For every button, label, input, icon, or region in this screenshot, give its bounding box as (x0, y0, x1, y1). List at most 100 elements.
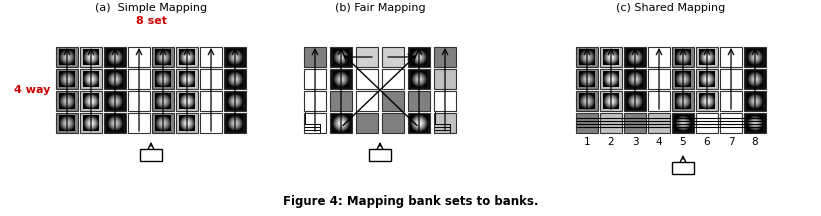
Bar (329, 113, 352, 133)
Bar (177, 91, 198, 111)
Bar (721, 47, 741, 67)
Bar (649, 113, 670, 133)
Bar (721, 69, 741, 89)
Bar (407, 113, 430, 133)
Bar (355, 69, 378, 89)
Bar (369, 149, 391, 161)
Bar (224, 113, 245, 133)
Text: 8 set: 8 set (135, 16, 167, 26)
Bar (721, 113, 741, 133)
Bar (576, 47, 598, 67)
Bar (407, 91, 430, 111)
Bar (57, 69, 77, 89)
Bar (600, 47, 621, 67)
Bar (696, 113, 718, 133)
Bar (696, 91, 718, 111)
Bar (672, 69, 694, 89)
Bar (625, 47, 645, 67)
Bar (433, 69, 456, 89)
Bar (649, 69, 670, 89)
Bar (140, 149, 162, 161)
Bar (104, 47, 126, 67)
Bar (153, 113, 173, 133)
Bar (224, 91, 245, 111)
Bar (672, 91, 694, 111)
Bar (304, 47, 327, 67)
Text: 3: 3 (631, 137, 638, 147)
Bar (382, 91, 405, 111)
Bar (80, 113, 102, 133)
Bar (177, 69, 198, 89)
Bar (382, 113, 405, 133)
Bar (128, 69, 149, 89)
Bar (128, 47, 149, 67)
Bar (200, 69, 222, 89)
Bar (104, 113, 126, 133)
Text: 5: 5 (680, 137, 686, 147)
Bar (224, 47, 245, 67)
Bar (200, 113, 222, 133)
Bar (80, 91, 102, 111)
Bar (600, 69, 621, 89)
Text: 4: 4 (656, 137, 663, 147)
Bar (745, 113, 765, 133)
Text: (b) Fair Mapping: (b) Fair Mapping (335, 3, 425, 13)
Bar (649, 91, 670, 111)
Text: Figure 4: Mapping bank sets to banks.: Figure 4: Mapping bank sets to banks. (283, 195, 539, 208)
Bar (649, 47, 670, 67)
Text: 1: 1 (584, 137, 590, 147)
Bar (355, 47, 378, 67)
Bar (329, 47, 352, 67)
Bar (104, 69, 126, 89)
Bar (600, 91, 621, 111)
Bar (672, 162, 694, 174)
Bar (304, 91, 327, 111)
Text: 2: 2 (608, 137, 614, 147)
Bar (625, 69, 645, 89)
Bar (576, 113, 598, 133)
Bar (200, 91, 222, 111)
Text: 8: 8 (752, 137, 759, 147)
Bar (721, 91, 741, 111)
Text: 6: 6 (704, 137, 710, 147)
Bar (57, 113, 77, 133)
Bar (382, 69, 405, 89)
Bar (104, 91, 126, 111)
Bar (80, 69, 102, 89)
Bar (696, 47, 718, 67)
Bar (433, 113, 456, 133)
Bar (433, 47, 456, 67)
Bar (153, 91, 173, 111)
Bar (576, 69, 598, 89)
Bar (329, 69, 352, 89)
Bar (200, 47, 222, 67)
Bar (177, 113, 198, 133)
Bar (600, 113, 621, 133)
Bar (407, 69, 430, 89)
Text: (a)  Simple Mapping: (a) Simple Mapping (95, 3, 207, 13)
Bar (696, 69, 718, 89)
Bar (382, 47, 405, 67)
Bar (153, 69, 173, 89)
Bar (153, 47, 173, 67)
Bar (80, 47, 102, 67)
Bar (304, 69, 327, 89)
Bar (625, 113, 645, 133)
Bar (329, 91, 352, 111)
Bar (177, 47, 198, 67)
Bar (576, 91, 598, 111)
Bar (745, 69, 765, 89)
Bar (672, 47, 694, 67)
Bar (57, 47, 77, 67)
Bar (625, 91, 645, 111)
Bar (672, 113, 694, 133)
Text: 7: 7 (727, 137, 734, 147)
Bar (304, 113, 327, 133)
Bar (355, 113, 378, 133)
Bar (407, 47, 430, 67)
Text: 4 way: 4 way (14, 85, 50, 95)
Bar (224, 69, 245, 89)
Bar (745, 91, 765, 111)
Bar (128, 91, 149, 111)
Bar (355, 91, 378, 111)
